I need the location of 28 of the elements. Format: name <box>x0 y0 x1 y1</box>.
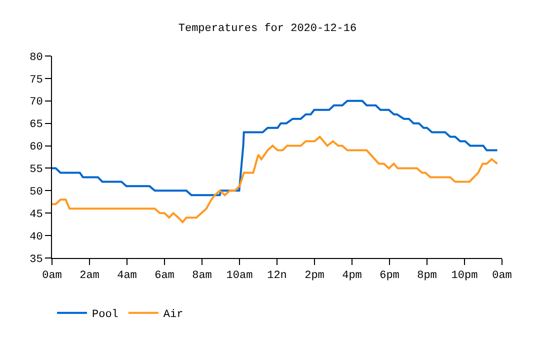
x-tick-label: 2pm <box>304 270 325 282</box>
x-tick-label: 6pm <box>380 270 400 282</box>
x-tick-label: 8am <box>192 270 212 282</box>
y-tick-label: 80 <box>30 52 43 64</box>
y-tick-label: 40 <box>30 231 43 244</box>
x-tick-label: 4pm <box>342 270 362 282</box>
line-series <box>52 136 498 224</box>
x-tick-label: 8pm <box>417 270 438 282</box>
x-tick-label: 4am <box>117 270 138 282</box>
x-tick-label: 0am <box>492 270 512 282</box>
y-tick-label: 60 <box>30 142 43 154</box>
x-tick-label: 10pm <box>451 270 478 282</box>
x-tick-label: 6am <box>154 270 175 282</box>
legend-label: Air <box>163 309 184 322</box>
y-tick-label: 70 <box>30 96 43 109</box>
legend-label: Pool <box>92 309 118 322</box>
y-tick-label: 55 <box>30 164 43 176</box>
line-series <box>52 100 498 196</box>
y-tick-label: 50 <box>30 186 43 199</box>
x-tick-label: 12n <box>267 270 287 282</box>
y-tick-label: 75 <box>30 74 43 86</box>
x-tick-label: 0am <box>42 270 62 282</box>
y-tick-label: 35 <box>30 254 43 266</box>
x-tick-label: 10am <box>226 270 254 282</box>
y-tick-label: 45 <box>30 208 43 221</box>
chart-title: Temperatures for 2020-12-16 <box>178 23 357 36</box>
x-tick-label: 2am <box>80 270 100 282</box>
y-tick-label: 65 <box>30 119 43 132</box>
